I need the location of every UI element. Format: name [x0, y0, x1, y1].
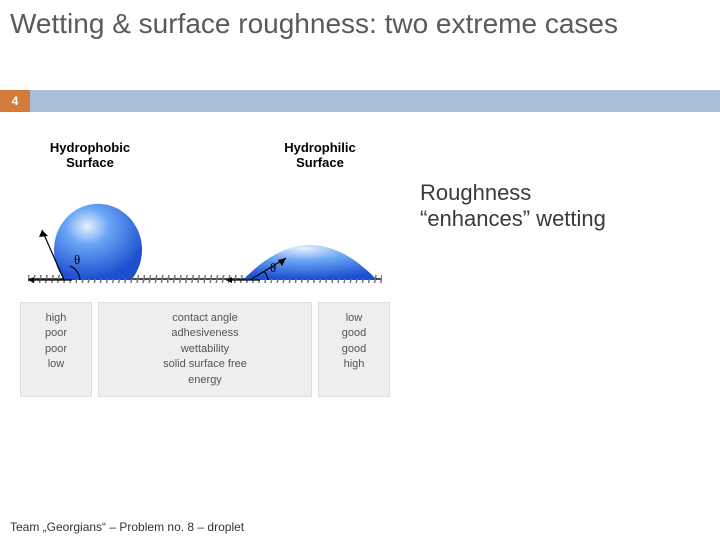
prop-left-2: poor — [27, 342, 85, 357]
prop-mid-1: adhesiveness — [105, 326, 305, 341]
prop-right-0: low — [325, 311, 383, 326]
hydrophilic-header-l2: Surface — [260, 155, 380, 170]
hydrophilic-header: Hydrophilic Surface — [260, 140, 380, 170]
prop-mid-2: wettability — [105, 342, 305, 357]
prop-left-0: high — [27, 311, 85, 326]
props-mid-box: contact angle adhesiveness wettability s… — [98, 302, 312, 397]
prop-right-1: good — [325, 326, 383, 341]
prop-right-3: high — [325, 357, 383, 372]
prop-left-3: low — [27, 357, 85, 372]
hydrophilic-droplet — [240, 239, 380, 279]
wetting-diagram: Hydrophobic Surface Hydrophilic Surface — [20, 140, 390, 397]
property-comparison: high poor poor low contact angle adhesiv… — [20, 302, 390, 397]
page-number-badge: 4 — [0, 90, 30, 112]
prop-mid-0: contact angle — [105, 311, 305, 326]
prop-mid-4: energy — [105, 373, 305, 388]
prop-mid-3: solid surface free — [105, 357, 305, 372]
droplet-illustration: θ θ — [20, 180, 390, 300]
hydrophobic-droplet — [50, 191, 146, 279]
accent-bar-fill — [30, 90, 720, 112]
footer-text: Team „Georgians“ – Problem no. 8 – dropl… — [10, 520, 244, 534]
side-caption-l2: “enhances” wetting — [420, 206, 606, 232]
hydrophobic-header: Hydrophobic Surface — [30, 140, 150, 170]
prop-left-1: poor — [27, 326, 85, 341]
side-caption: Roughness “enhances” wetting — [420, 180, 606, 232]
prop-right-2: good — [325, 342, 383, 357]
props-left-box: high poor poor low — [20, 302, 92, 397]
props-right-box: low good good high — [318, 302, 390, 397]
side-caption-l1: Roughness — [420, 180, 606, 206]
hydrophobic-header-l2: Surface — [30, 155, 150, 170]
hydrophobic-header-l1: Hydrophobic — [30, 140, 150, 155]
hydrophilic-header-l1: Hydrophilic — [260, 140, 380, 155]
page-title: Wetting & surface roughness: two extreme… — [0, 0, 720, 44]
accent-bar: 4 — [0, 90, 720, 112]
